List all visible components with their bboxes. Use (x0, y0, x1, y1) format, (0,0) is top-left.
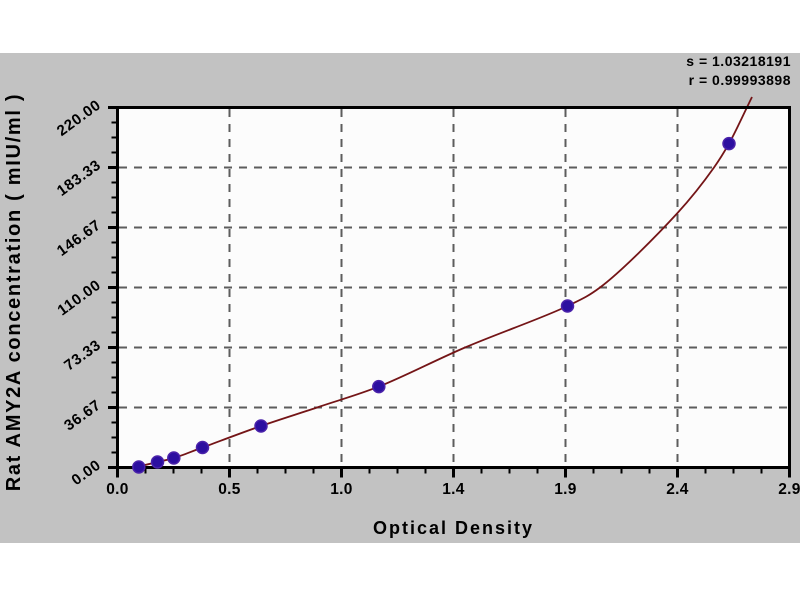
svg-text:1.9: 1.9 (554, 481, 577, 498)
svg-text:0.5: 0.5 (218, 481, 241, 498)
svg-text:2.4: 2.4 (666, 481, 689, 498)
svg-text:1.0: 1.0 (330, 481, 352, 498)
svg-text:2.9: 2.9 (778, 481, 800, 498)
svg-text:1.4: 1.4 (442, 481, 465, 498)
svg-text:0.0: 0.0 (106, 481, 128, 498)
svg-text:Rat AMY2A concentration ( mIU/: Rat AMY2A concentration ( mIU/ml ) (3, 93, 25, 492)
svg-text:Optical Density: Optical Density (373, 518, 534, 538)
svg-text:r = 0.99993898: r = 0.99993898 (689, 72, 791, 88)
svg-text:s = 1.03218191: s = 1.03218191 (686, 53, 791, 69)
